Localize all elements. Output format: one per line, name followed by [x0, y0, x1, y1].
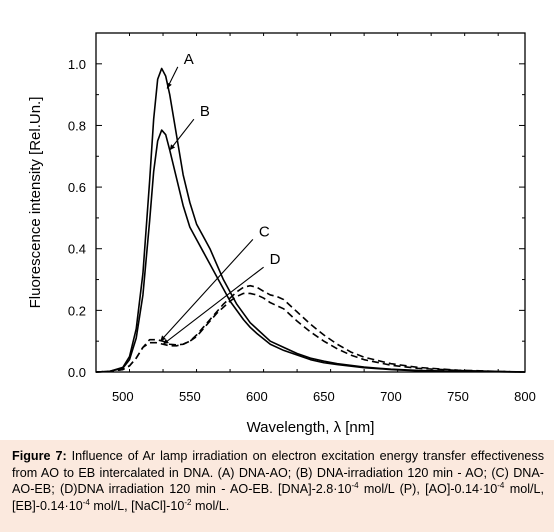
curve-annotations: A B CD	[159, 51, 281, 345]
caption-text: Influence of Ar lamp irradiation on elec…	[12, 449, 544, 496]
axis-tick-labels: 500 550 600 650 700 750 800 0.0 0.2 0.4 0.6 0.8 1.0	[68, 57, 536, 404]
x-tick-label: 600	[246, 389, 268, 404]
caption-exponent: -4	[497, 481, 505, 490]
x-tick-label: 800	[514, 389, 536, 404]
x-tick-label: 550	[179, 389, 201, 404]
plot-frame	[95, 32, 526, 373]
fluorescence-chart: 500 550 600 650 700 750 8000.00.20.40.60.81.0 …	[27, 32, 536, 436]
y-tick-label: 0.0	[68, 365, 86, 380]
series-line-d	[95, 284, 526, 373]
series-line-a	[95, 67, 526, 373]
caption-exponent: -4	[351, 481, 359, 490]
annotation-pointer	[169, 118, 195, 151]
figure-caption: Figure 7: Influence of Ar lamp irradiati…	[0, 440, 554, 532]
annotation-pointer	[159, 239, 254, 342]
series-line-b	[95, 129, 526, 373]
series-line-c	[95, 292, 526, 373]
x-tick-label: 700	[380, 389, 402, 404]
caption-text-4: mol/L, [NaCl]-10	[89, 498, 185, 513]
caption-lead: Figure 7:	[12, 449, 67, 463]
curve-label-d: D	[270, 251, 281, 268]
y-axis-title: Fluorescence intensity [Rel.Un.]	[27, 97, 44, 309]
axis-ticks	[95, 32, 525, 373]
x-tick-label: 500	[112, 389, 134, 404]
annotation-arrowhead	[160, 335, 166, 342]
caption-exponent: -2	[184, 497, 192, 507]
y-tick-label: 0.2	[68, 303, 86, 318]
caption-exponent: -4	[82, 497, 90, 507]
x-tick-label: 750	[447, 389, 469, 404]
curve-label-a: A	[184, 51, 194, 68]
y-tick-label: 0.6	[68, 180, 86, 195]
curve-label-c: C	[259, 223, 270, 240]
y-tick-label: 0.8	[68, 118, 86, 133]
caption-text-2: mol/L (P), [AO]-0.14·10	[358, 482, 498, 496]
caption-text-3: mol/L, [EB]-0.14·10	[12, 482, 544, 513]
plot-border	[95, 32, 526, 373]
annotation-arrowhead	[167, 82, 172, 89]
annotation-pointer	[162, 266, 264, 345]
data-series	[95, 67, 526, 373]
x-axis-title: Wavelength, λ [nm]	[247, 419, 375, 436]
x-tick-label: 650	[313, 389, 335, 404]
annotation-arrowhead	[169, 144, 176, 151]
y-tick-label: 0.4	[68, 242, 86, 257]
caption-text-5: mol/L.	[191, 498, 230, 513]
annotation-arrowhead	[163, 338, 169, 345]
y-tick-label: 1.0	[68, 57, 86, 72]
curve-label-b: B	[200, 103, 210, 120]
